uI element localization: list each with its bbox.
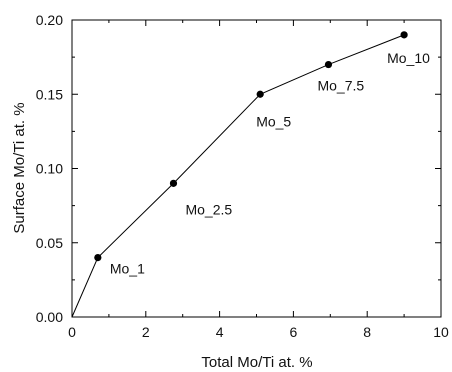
- y-axis-title: Surface Mo/Ti at. %: [11, 102, 28, 233]
- tick-labels: 0 2 4 6 8 10 0.00 0.05 0.10 0.15 0.20: [36, 12, 449, 340]
- data-point: [169, 179, 178, 187]
- y-tick-label: 0.05: [36, 235, 63, 251]
- point-label: Mo_7.5: [317, 78, 364, 94]
- y-tick-label: 0.20: [36, 12, 63, 28]
- point-label: Mo_2.5: [185, 201, 232, 217]
- axis-ticks: [71, 19, 442, 318]
- x-tick-label: 6: [290, 324, 298, 340]
- data-labels: Mo_1 Mo_2.5 Mo_5 Mo_7.5 Mo_10: [110, 50, 430, 277]
- data-point: [400, 31, 408, 39]
- x-tick-label: 0: [68, 324, 76, 340]
- point-label: Mo_1: [110, 261, 145, 277]
- x-tick-label: 2: [142, 324, 150, 340]
- x-tick-label: 4: [216, 324, 224, 340]
- data-point: [256, 90, 264, 98]
- point-label: Mo_5: [256, 113, 291, 129]
- series-line: [71, 34, 405, 318]
- data-point: [94, 254, 102, 262]
- x-tick-label: 10: [433, 324, 449, 340]
- y-tick-label: 0.00: [36, 309, 63, 325]
- point-label: Mo_10: [387, 50, 430, 66]
- y-tick-label: 0.10: [36, 161, 63, 177]
- y-tick-label: 0.15: [36, 86, 63, 102]
- data-series: [71, 31, 408, 318]
- data-point: [324, 60, 333, 69]
- x-axis-title: Total Mo/Ti at. %: [201, 354, 312, 371]
- x-tick-label: 8: [363, 324, 371, 340]
